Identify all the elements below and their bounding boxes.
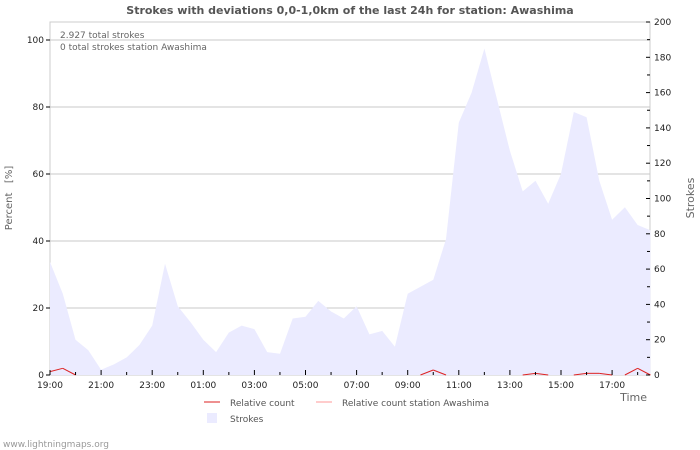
relative-count-segment [62,367,76,376]
right-tick-label: 20 [654,336,666,346]
right-tick-label: 40 [654,300,666,310]
x-tick-label: 11:00 [446,381,472,391]
right-tick-label: 60 [654,265,666,275]
x-tick-label: 21:00 [88,381,114,391]
x-axis-label: Time [619,391,647,404]
right-tick-label: 160 [654,89,671,99]
right-tick-label: 200 [654,18,671,28]
legend-label-relative-count-station: Relative count station Awashima [342,399,489,409]
left-tick-label: 40 [33,237,45,247]
x-tick-label: 07:00 [344,381,370,391]
chart-title: Strokes with deviations 0,0-1,0km of the… [126,4,573,17]
right-tick-label: 80 [654,230,666,240]
relative-count-segment [49,367,63,373]
footer-site-link[interactable]: www.lightningmaps.org [3,440,109,450]
left-tick-label: 0 [38,371,44,381]
x-tick-label: 13:00 [497,381,523,391]
relative-count-segment [535,372,549,376]
relative-count-segment [624,367,638,376]
relative-count-segment [522,372,536,376]
x-tick-label: 23:00 [139,381,165,391]
x-tick-label: 19:00 [37,381,63,391]
relative-count-segment [573,372,587,376]
x-tick-label: 17:00 [599,381,625,391]
annotation-total-strokes: 2.927 total strokes [60,31,145,41]
relative-count-segment [599,372,613,376]
relative-count-segment [420,369,434,376]
x-tick-label: 05:00 [293,381,319,391]
left-tick-label: 100 [27,36,44,46]
x-tick-label: 15:00 [548,381,574,391]
legend-swatch-strokes [207,413,217,423]
legend: Relative count Relative count station Aw… [204,399,489,425]
right-tick-label: 120 [654,159,671,169]
y-axis-left-label: Percent [%] [4,166,15,231]
x-tick-label: 09:00 [395,381,421,391]
left-tick-label: 20 [33,304,45,314]
strokes-area [50,48,651,375]
legend-label-relative-count: Relative count [230,399,295,409]
left-tick-label: 80 [33,103,45,113]
x-tick-label: 03:00 [241,381,267,391]
x-tick-label: 01:00 [190,381,216,391]
right-tick-label: 140 [654,124,671,134]
right-tick-label: 0 [654,371,660,381]
relative-count-segment [433,369,447,376]
legend-label-strokes: Strokes [230,415,264,425]
y-axis-right-label: Strokes [684,177,697,218]
right-tick-label: 100 [654,195,671,205]
right-tick-label: 180 [654,53,671,63]
annotation-station-strokes: 0 total strokes station Awashima [60,43,207,53]
relative-count-segment [637,367,651,376]
left-tick-label: 60 [33,170,45,180]
